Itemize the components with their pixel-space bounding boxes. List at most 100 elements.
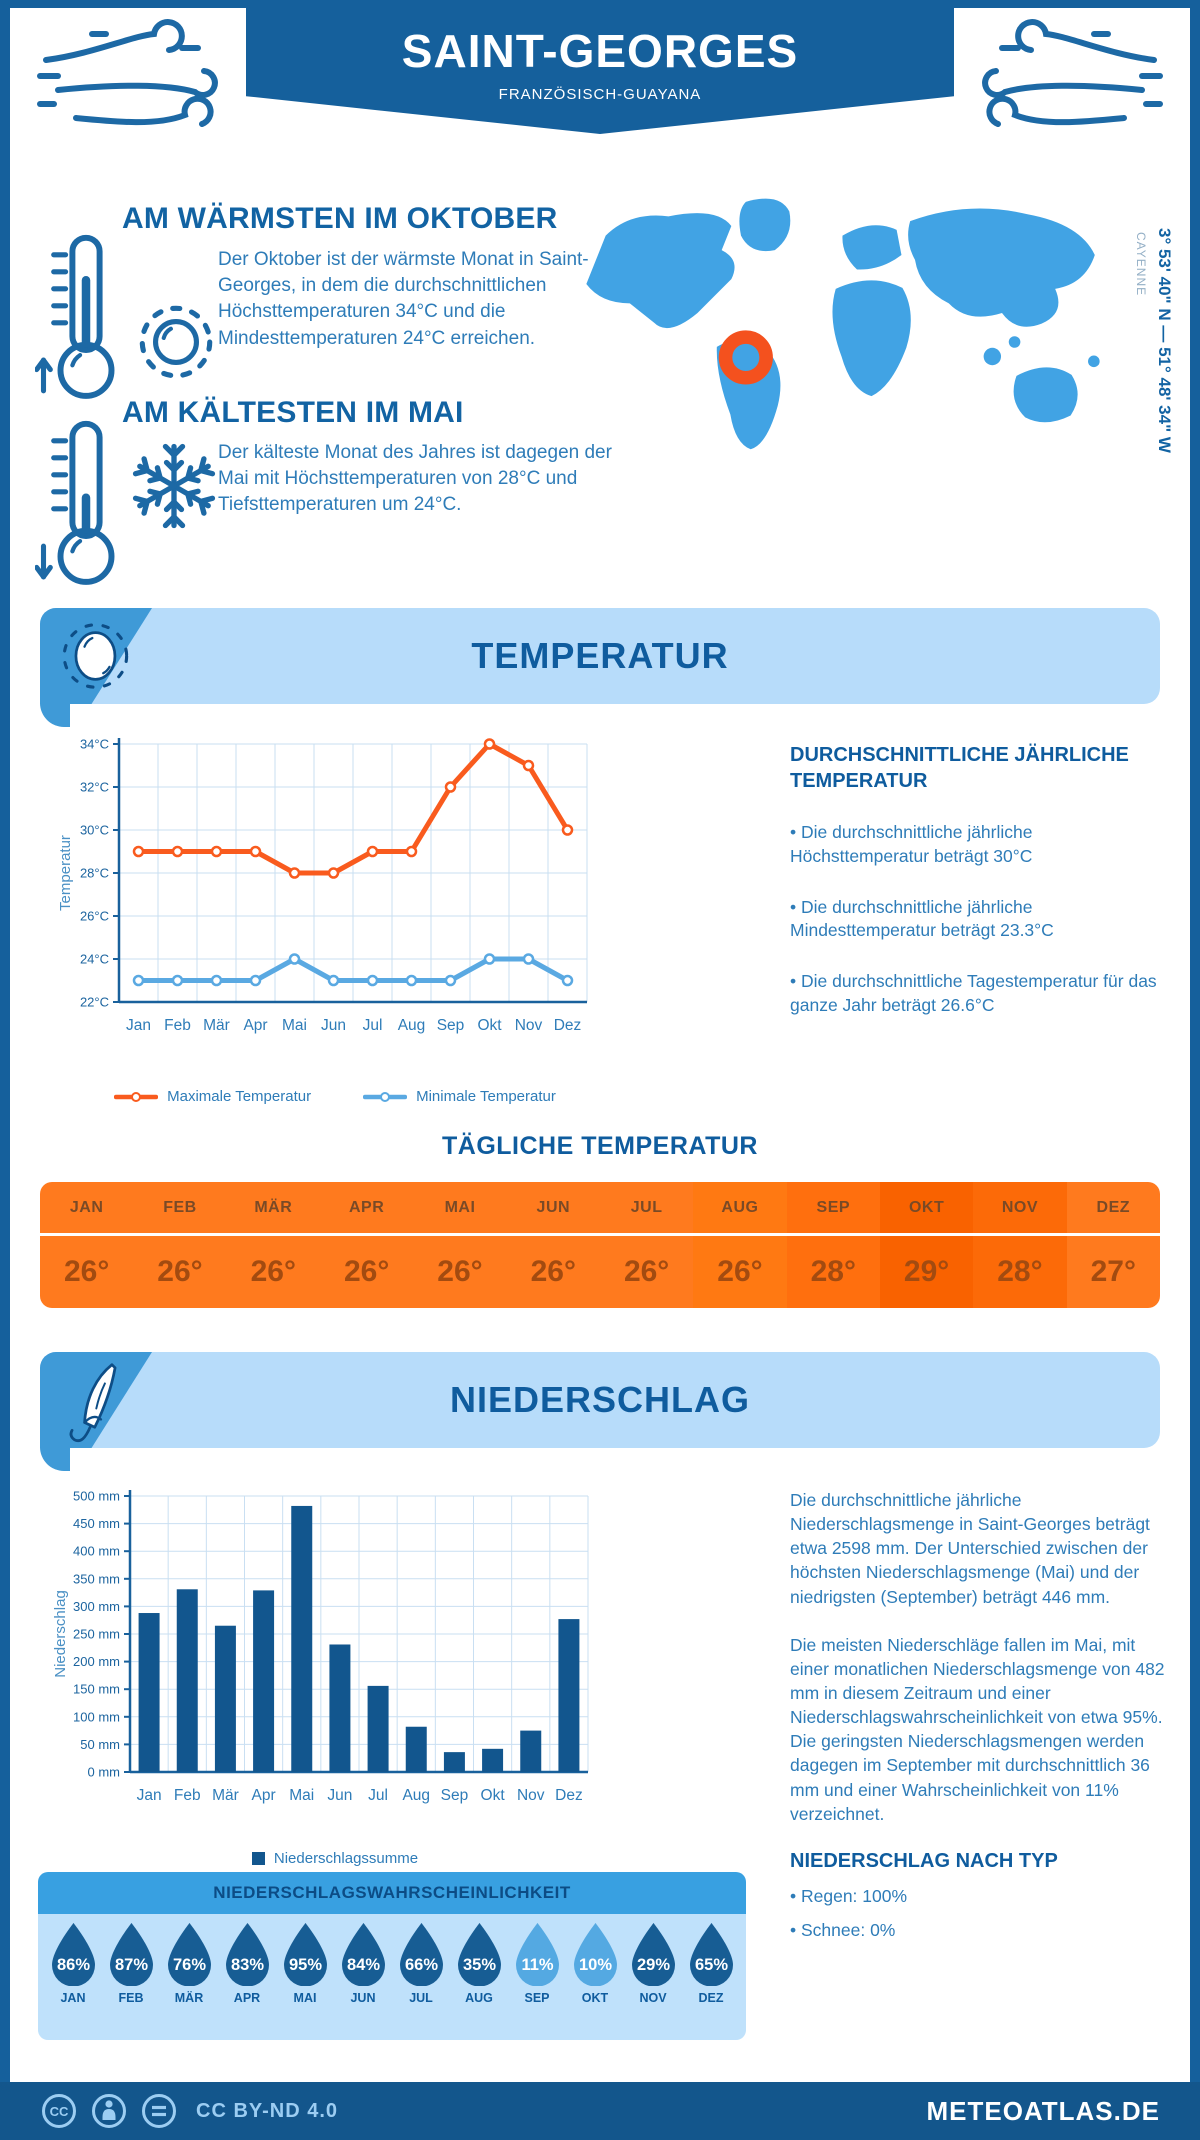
legend-item: Niederschlagssumme (251, 1850, 418, 1867)
raindrop-icon: 35% (457, 1923, 501, 1986)
temperature-banner-tail (40, 703, 70, 727)
drop-month-label: OKT (581, 1991, 609, 2005)
daily-temperature-value: 26° (530, 1255, 576, 1288)
svg-text:24°C: 24°C (80, 952, 109, 967)
daily-month-label: OKT (879, 1182, 974, 1236)
left-border (0, 0, 10, 2140)
svg-text:450 mm: 450 mm (73, 1516, 120, 1531)
temperature-banner: TEMPERATUR (40, 608, 1160, 704)
probability-drop: 87% FEB (104, 1922, 159, 2005)
svg-text:Niederschlag: Niederschlag (52, 1590, 69, 1678)
footer: CC CC BY-ND 4.0 METEOATLAS.DE (0, 2082, 1200, 2140)
precipitation-banner: NIEDERSCHLAG (40, 1352, 1160, 1448)
temperature-banner-title: TEMPERATUR (471, 635, 729, 676)
svg-text:86%: 86% (56, 1956, 89, 1974)
daily-month-label: JUL (599, 1182, 694, 1236)
probability-drop: 83% APR (220, 1922, 275, 2005)
probability-drop: 86% JAN (46, 1922, 101, 2005)
drop-month-label: JUN (350, 1991, 376, 2005)
daily-temperature-value: 26° (250, 1255, 296, 1288)
probability-drop: 29% NOV (626, 1922, 681, 2005)
precipitation-paragraphs: Die durchschnittliche jährliche Niedersc… (790, 1488, 1165, 1826)
warmest-title: AM WÄRMSTEN IM OKTOBER (122, 202, 558, 235)
svg-text:Sep: Sep (441, 1787, 469, 1804)
probability-box: NIEDERSCHLAGSWAHRSCHEINLICHKEIT 86% JAN 87… (38, 1872, 746, 2040)
svg-text:Temperatur: Temperatur (57, 835, 74, 911)
daily-temperature-value: 26° (623, 1255, 670, 1288)
svg-text:Jul: Jul (363, 1017, 383, 1034)
daily-column: OKT 29° (879, 1182, 974, 1308)
svg-text:11%: 11% (521, 1956, 553, 1974)
precipitation-legend: Niederschlagssumme (50, 1850, 620, 1867)
temperature-chart: 22°C 24°C 26°C 28°C 30°C 32°C 34°C Jan Feb Mär Apr… (57, 737, 588, 1034)
probability-drop: 76% MÄR (162, 1922, 217, 2005)
daily-temperature-value: 26° (437, 1255, 483, 1288)
svg-text:Mär: Mär (212, 1787, 239, 1804)
drop-month-label: MAI (293, 1991, 317, 2005)
daily-temperature-table: JAN 26° FEB 26° MÄR 26° APR 26° MAI 26° JUN 26° JUL 2… (40, 1182, 1160, 1308)
site-label: METEOATLAS.DE (926, 2095, 1160, 2126)
precipitation-banner-title: NIEDERSCHLAG (449, 1379, 751, 1420)
temperature-summary: DURCHSCHNITTLICHE JÄHRLICHE TEMPERATUR •… (790, 742, 1165, 1018)
svg-text:Okt: Okt (481, 1787, 506, 1804)
raindrop-icon: 87% (109, 1923, 153, 1986)
svg-text:500 mm: 500 mm (73, 1489, 120, 1504)
svg-text:100 mm: 100 mm (73, 1709, 120, 1724)
daily-temperature-value: 26° (157, 1255, 203, 1288)
svg-text:34°C: 34°C (80, 737, 109, 752)
svg-text:Apr: Apr (243, 1017, 267, 1034)
raindrop-icon: 86% (51, 1923, 95, 1986)
drop-month-label: NOV (639, 1991, 667, 2005)
svg-text:Aug: Aug (402, 1787, 430, 1804)
daily-month-label: NOV (973, 1182, 1067, 1236)
svg-text:30°C: 30°C (80, 823, 109, 838)
header-banner: SAINT-GEORGES FRANZÖSISCH-GUAYANA (246, 8, 954, 134)
daily-column: JUN 26° (506, 1182, 600, 1308)
svg-text:32°C: 32°C (80, 780, 109, 795)
svg-text:Apr: Apr (252, 1787, 276, 1804)
top-border (0, 0, 1200, 8)
svg-text:Jan: Jan (126, 1017, 151, 1034)
daily-month-label: AUG (693, 1182, 787, 1236)
svg-text:Dez: Dez (555, 1787, 583, 1804)
drop-month-label: JUL (409, 1991, 433, 2005)
svg-text:Jun: Jun (327, 1787, 352, 1804)
svg-text:Nov: Nov (515, 1017, 543, 1034)
daily-column: DEZ 27° (1066, 1182, 1160, 1308)
series-Niederschlagssumme (138, 1505, 580, 1772)
svg-text:Dez: Dez (554, 1017, 582, 1034)
svg-text:Jan: Jan (137, 1787, 162, 1804)
daily-month-label: JAN (40, 1182, 134, 1236)
sun-icon (139, 305, 213, 379)
drop-month-label: MÄR (174, 1991, 204, 2005)
daily-temperature-value: 26° (717, 1255, 763, 1288)
daily-temperature-value: 29° (903, 1255, 950, 1288)
daily-month-label: MAI (413, 1182, 507, 1236)
raindrop-icon: 84% (341, 1923, 385, 1986)
map-city-label: CAYENNE (1134, 232, 1148, 297)
svg-text:0 mm: 0 mm (88, 1765, 121, 1780)
raindrop-icon: 11% (515, 1923, 559, 1986)
daily-column: JUL 26° (599, 1182, 694, 1308)
precipitation-chart: 0 mm 50 mm 100 mm 150 mm 200 mm 250 mm 300 mm 3… (52, 1489, 589, 1804)
series-Minimale Temperatur (132, 953, 574, 987)
svg-text:83%: 83% (230, 1956, 263, 1974)
temperature-summary-title: DURCHSCHNITTLICHE JÄHRLICHE TEMPERATUR (790, 744, 1129, 792)
svg-text:87%: 87% (114, 1956, 147, 1974)
license-label: CC BY-ND 4.0 (196, 2099, 339, 2122)
umbrella-badge-icon (69, 1363, 117, 1443)
summary-bullet: • Die durchschnittliche jährliche Höchst… (790, 822, 1033, 866)
daily-temperature-title: TÄGLICHE TEMPERATUR (442, 1132, 758, 1160)
probability-drop: 10% OKT (568, 1922, 623, 2005)
daily-column: MÄR 26° (226, 1182, 320, 1308)
probability-drop: 11% SEP (510, 1922, 565, 2005)
probability-drop: 65% DEZ (684, 1922, 739, 2005)
daily-temperature-value: 27° (1090, 1255, 1136, 1288)
raindrop-icon: 10% (573, 1923, 617, 1986)
svg-text:29%: 29% (636, 1956, 669, 1974)
daily-month-label: APR (319, 1182, 414, 1236)
svg-text:22°C: 22°C (80, 995, 109, 1010)
page-subtitle: FRANZÖSISCH-GUAYANA (498, 86, 702, 103)
temperature-bullets: • Die durchschnittliche jährliche Höchst… (790, 821, 1165, 1018)
legend-item: Minimale Temperatur (363, 1088, 556, 1105)
